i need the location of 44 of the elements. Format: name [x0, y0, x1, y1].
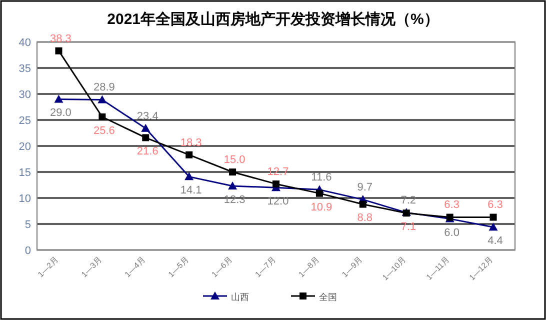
- point: [229, 168, 236, 176]
- point: [228, 182, 238, 190]
- data-label: 10.9: [310, 201, 332, 214]
- data-label: 14.1: [180, 184, 202, 197]
- point: [316, 190, 323, 197]
- data-label: 12.0: [267, 196, 289, 208]
- point: [141, 124, 150, 132]
- data-label: 7.1: [400, 221, 416, 234]
- point: [98, 95, 107, 104]
- data-label: 9.7: [357, 182, 373, 194]
- point: [488, 222, 498, 231]
- chart-title: 2021年全国及山西房地产开发投资增长情况（%）: [107, 10, 439, 28]
- y-tick-label: 20: [18, 141, 31, 153]
- point: [98, 113, 106, 120]
- legend-label: 山西: [231, 292, 249, 302]
- y-tick-label: 0: [24, 245, 31, 257]
- point: [359, 200, 366, 208]
- point: [272, 180, 280, 188]
- point: [186, 151, 193, 158]
- y-tick-label: 15: [18, 167, 31, 179]
- data-label: 25.6: [93, 124, 115, 137]
- y-tick-label: 5: [24, 219, 31, 231]
- point: [490, 214, 497, 221]
- data-label: 28.9: [93, 82, 115, 94]
- point: [54, 94, 64, 103]
- data-label: 4.4: [488, 235, 503, 248]
- legend-label: 全国: [319, 292, 337, 302]
- data-label: 15.0: [224, 154, 246, 166]
- point: [55, 47, 62, 54]
- data-label: 29.0: [50, 107, 72, 120]
- data-label: 6.0: [444, 226, 460, 239]
- y-tick-label: 25: [18, 115, 31, 127]
- data-label: 21.6: [136, 146, 158, 158]
- point: [184, 172, 194, 180]
- data-label: 11.6: [311, 172, 332, 184]
- y-tick-label: 40: [18, 37, 31, 49]
- data-label: 23.4: [136, 110, 158, 122]
- data-label: 8.8: [357, 212, 373, 224]
- y-tick-label: 30: [18, 89, 31, 101]
- y-tick-label: 35: [18, 63, 31, 75]
- y-tick-label: 10: [18, 193, 31, 205]
- data-label: 6.3: [488, 199, 503, 212]
- data-label: 6.3: [444, 199, 460, 212]
- point: [142, 134, 150, 142]
